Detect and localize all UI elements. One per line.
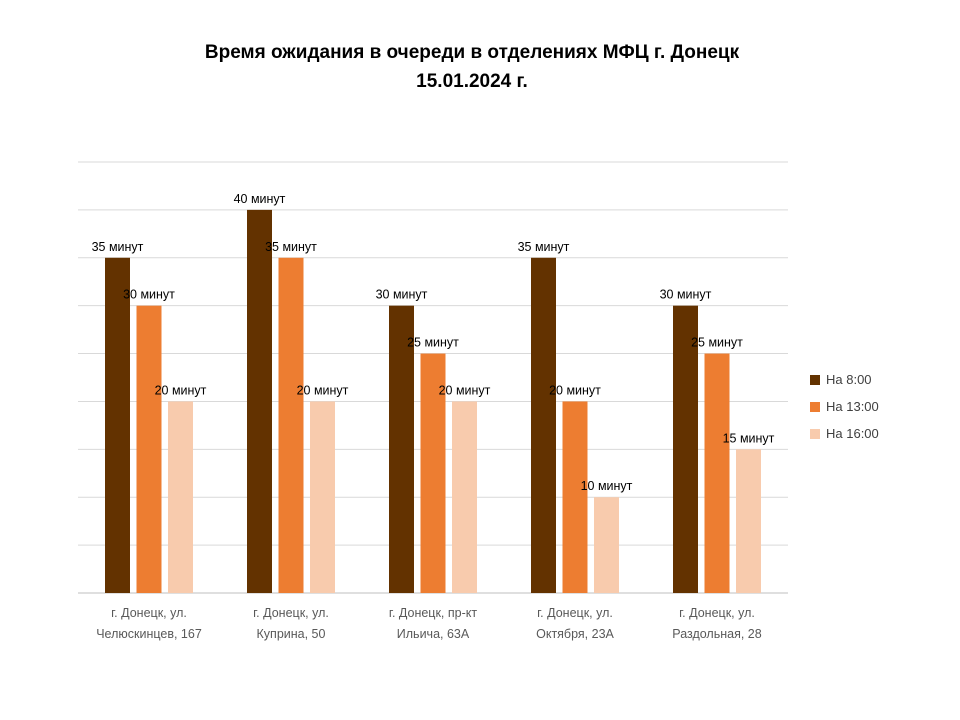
chart-title-block: Время ожидания в очереди в отделениях МФ… — [0, 38, 944, 96]
legend-swatch — [810, 374, 820, 385]
category-label: Куприна, 50 — [257, 627, 326, 641]
bar — [673, 305, 698, 593]
legend-item: На 16:00 — [810, 420, 879, 447]
chart-subtitle: 15.01.2024 г. — [416, 71, 528, 92]
bar — [310, 401, 335, 593]
bar — [278, 257, 304, 593]
data-label: 20 минут — [297, 383, 349, 397]
category-label: Раздольная, 28 — [672, 627, 761, 641]
data-label: 15 минут — [723, 431, 775, 445]
data-label: 30 минут — [660, 288, 712, 302]
data-label: 30 минут — [123, 288, 175, 302]
category-label: г. Донецк, ул. — [253, 606, 329, 620]
bar — [452, 401, 477, 593]
data-label: 35 минут — [265, 240, 317, 254]
data-label: 35 минут — [92, 240, 144, 254]
category-label: Челюскинцев, 167 — [96, 627, 202, 641]
bar — [247, 209, 272, 593]
legend-label: На 13:00 — [826, 399, 879, 414]
legend-label: На 16:00 — [826, 426, 879, 441]
chart-legend: На 8:00 На 13:00 На 16:00 — [810, 366, 879, 447]
category-label: Ильича, 63А — [397, 627, 470, 641]
bar — [105, 257, 130, 593]
data-label: 40 минут — [234, 192, 286, 206]
chart-title: Время ожидания в очереди в отделениях МФ… — [204, 42, 740, 63]
bar — [736, 449, 761, 593]
legend-swatch — [810, 428, 820, 439]
bar — [531, 257, 556, 593]
bar — [420, 353, 446, 593]
data-label: 25 минут — [407, 336, 459, 350]
category-label: г. Донецк, ул. — [537, 606, 613, 620]
category-label: г. Донецк, ул. — [679, 606, 755, 620]
data-label: 25 минут — [691, 336, 743, 350]
data-label: 35 минут — [518, 240, 570, 254]
data-label: 20 минут — [549, 383, 601, 397]
data-label: 20 минут — [155, 383, 207, 397]
bar — [136, 305, 162, 593]
data-label: 10 минут — [581, 479, 633, 493]
data-label: 20 минут — [439, 383, 491, 397]
bar — [562, 401, 588, 593]
category-label: Октября, 23А — [536, 627, 614, 641]
bar — [168, 401, 193, 593]
bar — [594, 497, 619, 593]
data-label: 30 минут — [376, 288, 428, 302]
legend-swatch — [810, 401, 820, 412]
legend-item: На 8:00 — [810, 366, 879, 393]
category-label: г. Донецк, пр-кт — [389, 606, 477, 620]
bar — [389, 305, 414, 593]
legend-label: На 8:00 — [826, 372, 872, 387]
category-label: г. Донецк, ул. — [111, 606, 187, 620]
legend-item: На 13:00 — [810, 393, 879, 420]
bar — [704, 353, 730, 593]
